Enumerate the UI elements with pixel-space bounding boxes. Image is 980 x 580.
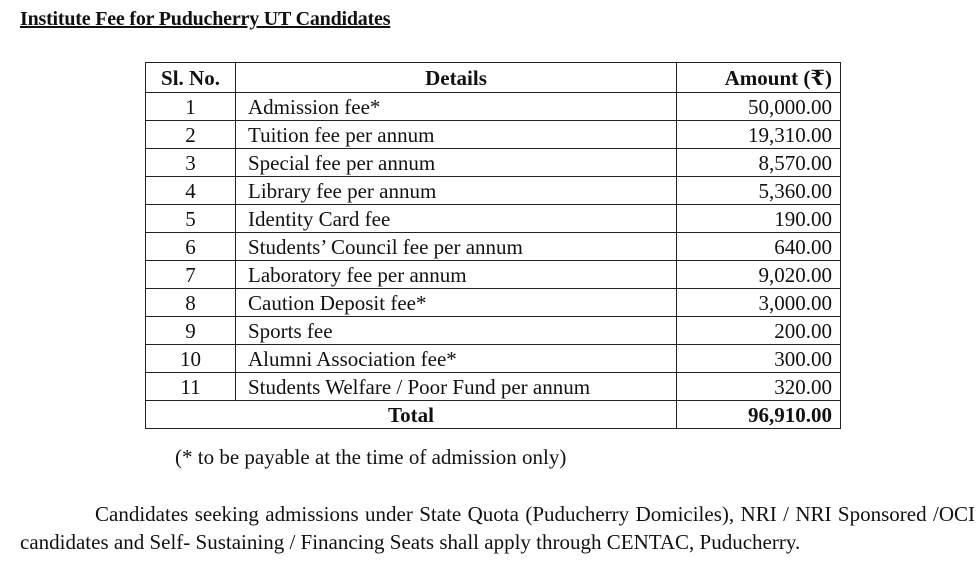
amount-cell: 3,000.00 [676,288,841,317]
details-cell: Sports fee [235,316,677,345]
sl-no-cell: 4 [145,176,236,205]
sl-no-cell: 1 [145,92,236,121]
header-amount: Amount (₹) [676,62,841,93]
table-row: 10 Alumni Association fee* 300.00 [145,344,841,373]
table-row: 6 Students’ Council fee per annum 640.00 [145,232,841,261]
amount-cell: 5,360.00 [676,176,841,205]
total-label: Total [145,400,677,429]
sl-no-cell: 5 [145,204,236,233]
details-cell: Library fee per annum [235,176,677,205]
amount-cell: 50,000.00 [676,92,841,121]
info-paragraph: Candidates seeking admissions under Stat… [20,502,975,554]
details-cell: Tuition fee per annum [235,120,677,149]
header-sl-no: Sl. No. [145,62,236,93]
sl-no-cell: 10 [145,344,236,373]
table-row: 1 Admission fee* 50,000.00 [145,92,841,121]
amount-cell: 19,310.00 [676,120,841,149]
total-row: Total 96,910.00 [145,400,841,429]
amount-cell: 640.00 [676,232,841,261]
amount-cell: 8,570.00 [676,148,841,177]
fee-table: Sl. No. Details Amount (₹) 1 Admission fe… [145,62,841,429]
details-cell: Students’ Council fee per annum [235,232,677,261]
total-amount: 96,910.00 [676,400,841,429]
table-row: 5 Identity Card fee 190.00 [145,204,841,233]
page-title: Institute Fee for Puducherry UT Candidat… [20,8,391,30]
header-details: Details [235,62,677,93]
table-header-row: Sl. No. Details Amount (₹) [145,62,841,93]
details-cell: Alumni Association fee* [235,344,677,373]
sl-no-cell: 7 [145,260,236,289]
amount-cell: 190.00 [676,204,841,233]
table-row: 11 Students Welfare / Poor Fund per annum… [145,372,841,401]
sl-no-cell: 9 [145,316,236,345]
details-cell: Admission fee* [235,92,677,121]
table-row: 9 Sports fee 200.00 [145,316,841,345]
sl-no-cell: 6 [145,232,236,261]
details-cell: Students Welfare / Poor Fund per annum [235,372,677,401]
table-row: 8 Caution Deposit fee* 3,000.00 [145,288,841,317]
table-row: 7 Laboratory fee per annum 9,020.00 [145,260,841,289]
table-row: 2 Tuition fee per annum 19,310.00 [145,120,841,149]
details-cell: Identity Card fee [235,204,677,233]
sl-no-cell: 11 [145,372,236,401]
sl-no-cell: 8 [145,288,236,317]
sl-no-cell: 2 [145,120,236,149]
amount-cell: 300.00 [676,344,841,373]
amount-cell: 320.00 [676,372,841,401]
footnote: (* to be payable at the time of admissio… [175,445,567,469]
amount-cell: 9,020.00 [676,260,841,289]
amount-cell: 200.00 [676,316,841,345]
table-row: 4 Library fee per annum 5,360.00 [145,176,841,205]
details-cell: Special fee per annum [235,148,677,177]
details-cell: Caution Deposit fee* [235,288,677,317]
sl-no-cell: 3 [145,148,236,177]
details-cell: Laboratory fee per annum [235,260,677,289]
table-row: 3 Special fee per annum 8,570.00 [145,148,841,177]
